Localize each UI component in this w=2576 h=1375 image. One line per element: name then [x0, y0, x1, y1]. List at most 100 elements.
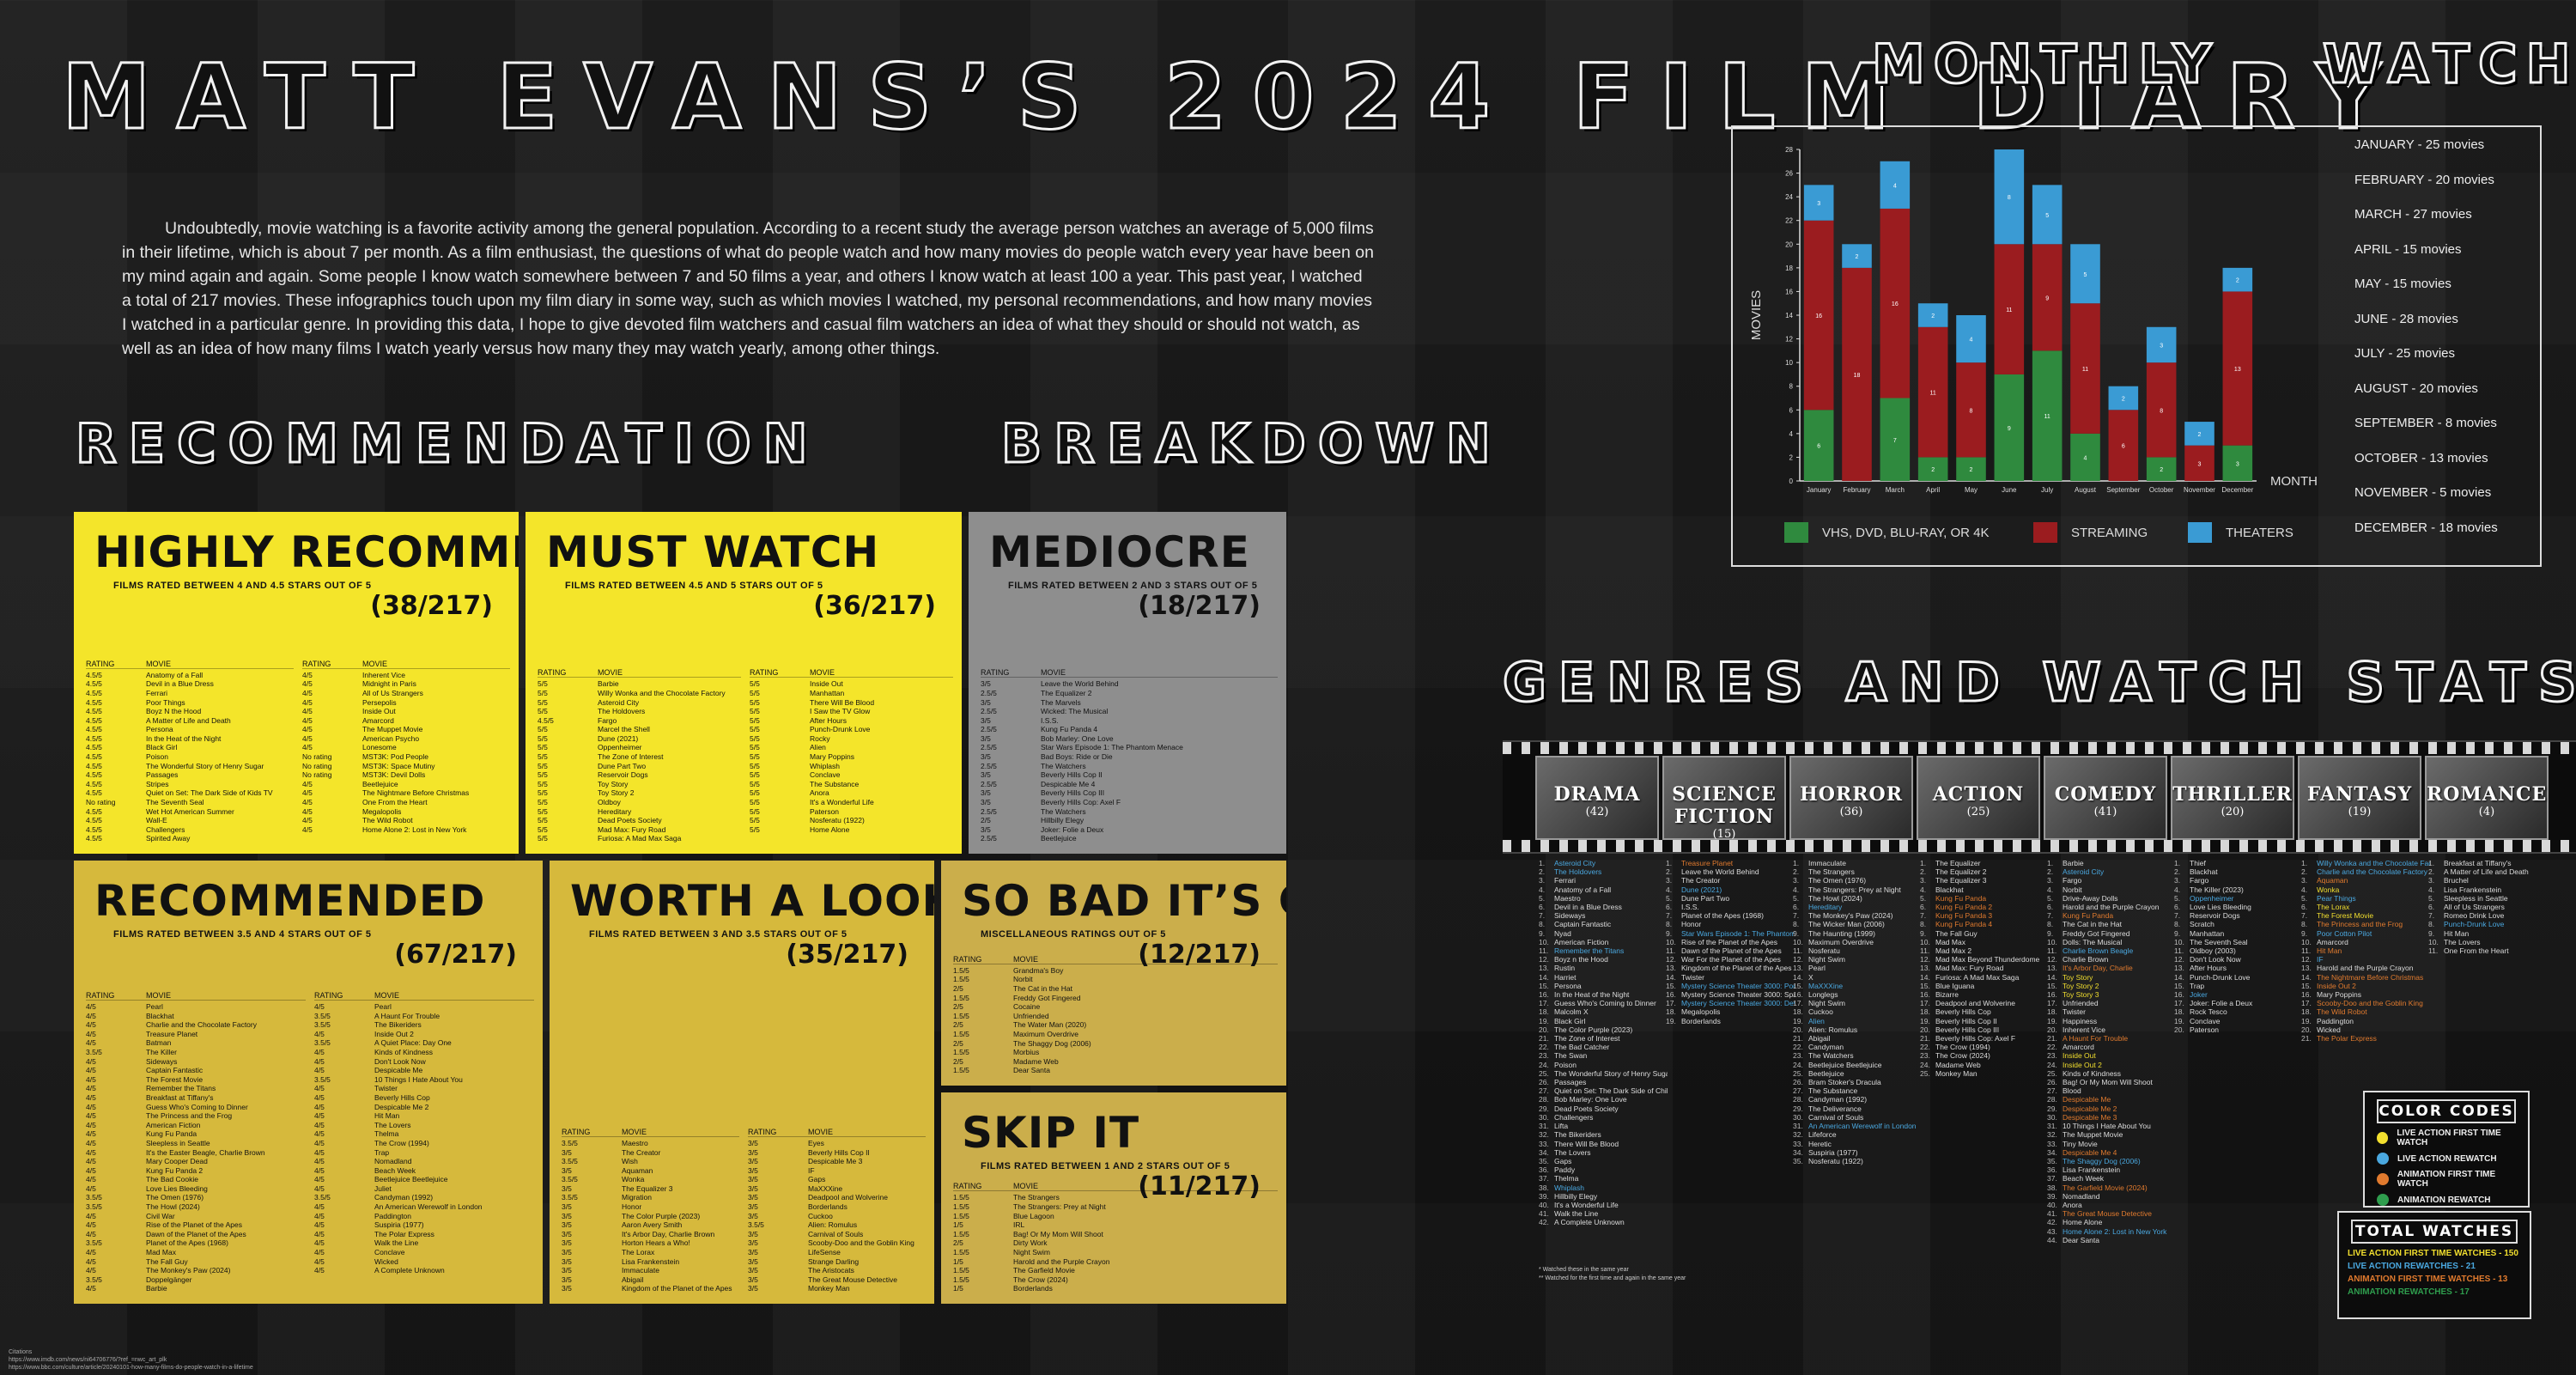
movie-cell: The Crow (2024) [1013, 1275, 1068, 1284]
table-row: 4/5 The Forest Movie [86, 1075, 306, 1085]
movie-cell: Home Alone [810, 824, 850, 834]
list-number: 5. [2428, 893, 2435, 903]
monthly-watches-chart: 0 2 4 6 8 10 12 14 16 18 20 22 24 26 28 MOVIES MONTH 6 16 3… [1731, 125, 2542, 567]
table-row: 5/5 I Saw the TV Glow [750, 707, 953, 716]
rating-cell: 5/5 [538, 816, 548, 825]
x-tick-label: May [1965, 486, 1978, 494]
table-row: 5/5 Willy Wonka and the Chocolate Factory [538, 689, 741, 698]
rating-cell: 5/5 [750, 715, 760, 725]
movie-cell: Devil in a Blue Dress [146, 679, 214, 689]
genre-list-item: 30. Carnival of Souls [1793, 1113, 1922, 1122]
bar-value-label: 18 [1854, 373, 1861, 379]
list-number: 35. [1539, 1156, 1549, 1165]
list-title: Amarcord [2317, 937, 2348, 946]
table-row: 5/5 Whiplash [750, 762, 953, 771]
rating-cell: 5/5 [750, 697, 760, 707]
genre-list-item: 19. Happiness [2047, 1017, 2176, 1025]
list-title: Romeo Drink Love [2444, 911, 2505, 921]
genre-list-item: 14. Twister [1666, 973, 1795, 982]
table-row: 3/5 LifeSense [748, 1248, 926, 1257]
table-row: 5/5 Nosferatu (1922) [750, 816, 953, 825]
movie-cell: Inside Out [362, 707, 396, 716]
genre-list-item: 11. One From the Heart [2428, 946, 2557, 955]
genre-list-column: 1.Willy Wonka and the Chocolate Factory2… [2301, 859, 2430, 1043]
rating-cell: 4/5 [314, 1220, 325, 1230]
rating-cell: 1.5/5 [953, 1030, 969, 1039]
list-title: Suspiria (1977) [1808, 1147, 1858, 1157]
genre-list-item: 15.Mystery Science Theater 3000: Pod Peo… [1666, 982, 1795, 990]
list-title: Inside Out 2 [2063, 1060, 2102, 1069]
table-row: 3.5/5 Alien: Romulus [748, 1220, 926, 1230]
intro-paragraph: Undoubtedly, movie watching is a favorit… [122, 218, 1374, 358]
movie-cell: Bad Boys: Ride or Die [1041, 752, 1113, 762]
genre-list-item: 27. Blood [2047, 1086, 2176, 1095]
genre-list-item: 14. Toy Story [2047, 973, 2176, 982]
movie-cell: Morbius [1013, 1048, 1040, 1057]
movie-cell: The Fall Guy [146, 1256, 188, 1266]
movie-cell: Hillbilly Elegy [1041, 816, 1084, 825]
genre-list-item: 7. Romeo Drink Love [2428, 911, 2557, 920]
monthly-watch-item: FEBRUARY - 20 movies [2354, 172, 2494, 187]
list-number: 21. [1920, 1034, 1930, 1043]
table-row: 4.5/5 In the Heat of the Night [86, 734, 294, 744]
list-number: 15. [1539, 981, 1549, 990]
rating-cell: 4/5 [302, 679, 313, 689]
list-number: 16. [2301, 990, 2312, 1000]
color-dot-icon [2377, 1132, 2389, 1144]
table-row: 4/5 A Complete Unknown [314, 1266, 534, 1275]
list-number: 18. [1793, 1007, 1803, 1017]
genre-list-item: 40. It's a Wonderful Life [1539, 1201, 1668, 1209]
movie-cell: Deadpool and Wolverine [808, 1193, 888, 1202]
genre-list-item: 15. Inside Out 2 [2301, 982, 2430, 990]
movie-cell: Quiet on Set: The Dark Side of Kids TV [146, 788, 273, 798]
movie-cell: Kung Fu Panda [146, 1129, 197, 1139]
genre-list-item: 8. The Princess and the Frog [2301, 920, 2430, 928]
genre-list-item: 8. Captain Fantastic [1539, 920, 1668, 928]
list-title: Mystery Science Theater 3000: Pod People [1681, 981, 1795, 990]
genre-list-item: 16. Toy Story 3 [2047, 990, 2176, 999]
genre-tile-fantasy: FANTASY (19) [2298, 756, 2421, 840]
list-title: A Matter of Life and Death [2444, 867, 2529, 877]
list-title: Despicable Me 2 [2063, 1104, 2117, 1113]
list-number: 25. [1539, 1068, 1549, 1078]
list-title: Ferrari [1554, 876, 1577, 885]
list-title: Mystery Science Theater 3000: Devil Doll [1681, 999, 1795, 1008]
table-row: 3.5/5 A Quiet Place: Day One [314, 1038, 534, 1048]
list-title: Toy Story 3 [2063, 990, 2099, 1000]
table-header: RATING MOVIE [562, 1128, 739, 1137]
rating-cell: 3/5 [981, 715, 991, 725]
list-number: 44. [2047, 1235, 2057, 1244]
movie-cell: Leave the World Behind [1041, 679, 1119, 689]
movie-cell: Anatomy of a Fall [146, 670, 204, 679]
genre-list-item: 2. Leave the World Behind [1666, 867, 1795, 876]
rating-cell: 5/5 [538, 761, 548, 770]
genre-list-item: 14. The Nightmare Before Christmas [2301, 973, 2430, 982]
list-number: 25. [1793, 1068, 1803, 1078]
rating-header: RATING [314, 991, 343, 1000]
genre-list-item: 6. The Lorax [2301, 903, 2430, 911]
list-title: Freddy Got Fingered [2063, 928, 2130, 938]
table-row: 3/5 The Color Purple (2023) [562, 1212, 739, 1221]
table-row: 3/5 The Marvels [981, 698, 1278, 708]
list-number: 2. [2047, 867, 2054, 877]
table-row: 5/5 Asteroid City [538, 698, 741, 708]
genre-lists: 1. Asteroid City 2. The Holdovers 3. Ferrari 4… [1539, 859, 2576, 1254]
table-row: 1.5/5 Unfriended [953, 1012, 1278, 1021]
movie-cell: Lonesome [362, 743, 397, 752]
monthly-watches-list: JANUARY - 25 movies FEBRUARY - 20 movies M… [2329, 125, 2535, 563]
list-title: Beach Week [2063, 1174, 2105, 1183]
rating-cell: 5/5 [750, 733, 760, 743]
movie-cell: The Marvels [1041, 697, 1081, 707]
monthly-watch-item: MARCH - 27 movies [2354, 207, 2472, 222]
rating-cell: 2.5/5 [981, 779, 997, 788]
card-title: HIGHLY RECOMMENDED [94, 527, 519, 577]
genre-list-item: 9. Poor Cotton Pilot [2301, 929, 2430, 938]
genre-list-item: 9. The Fall Guy [1920, 929, 2049, 938]
list-number: 8. [2174, 920, 2181, 929]
movie-cell: Borderlands [1013, 1284, 1053, 1293]
bar-value-label: 5 [2084, 272, 2087, 278]
list-number: 5. [2301, 893, 2308, 903]
table-row: 4.5/5 Devil in a Blue Dress [86, 679, 294, 689]
list-title: Remember the Titans [1554, 946, 1625, 956]
bar-segment [1880, 398, 1911, 481]
